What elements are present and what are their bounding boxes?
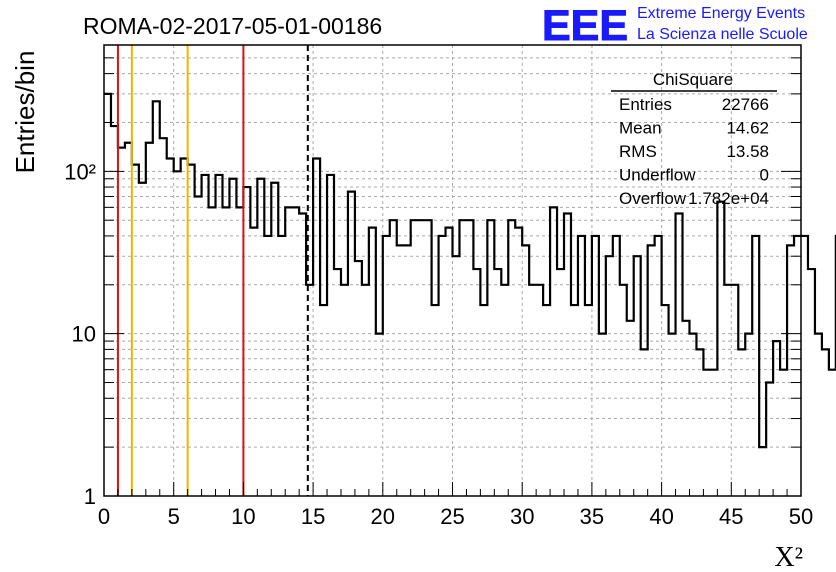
histogram-bin [341,285,348,496]
histogram-bin [829,370,836,496]
histogram-bin [250,228,257,496]
x-tick-label: 5 [168,504,180,529]
histogram-bin [759,447,766,496]
histogram-bin [216,175,223,496]
stats-row-label: Underflow [619,166,696,185]
histogram-bin [397,245,404,496]
histogram-bin [132,165,139,496]
stats-row-value: 1.782e+04 [688,189,769,208]
x-tick-label: 10 [231,504,255,529]
x-tick-label: 50 [789,504,813,529]
histogram-bin [376,334,383,496]
histogram-bin [780,370,787,496]
histogram-bin [195,196,202,496]
histogram-outline [104,92,836,449]
histogram-bin [139,183,146,496]
x-tick-label: 35 [580,504,604,529]
y-tick-label: 10² [64,159,96,184]
eee-logo: EEE Extreme Energy Events La Scienza nel… [542,2,808,51]
histogram-bin [418,220,425,496]
histogram-bin [641,349,648,496]
histogram-bin [362,285,369,496]
histogram-bin [118,148,125,496]
histogram-bin [683,321,690,496]
histogram-bin [160,138,167,496]
x-axis-label: X² [774,542,803,572]
histogram-layer [104,92,836,496]
x-tick-label: 0 [98,504,110,529]
histogram-bin [738,349,745,496]
stats-row-value: 14.62 [726,119,769,138]
histogram-bin [390,220,397,496]
histogram-bin [515,228,522,496]
stats-row-value: 0 [760,166,769,185]
histogram-bin [529,285,536,496]
histogram-bin [459,220,466,496]
stats-row-value: 22766 [722,95,769,114]
stats-rows: Entries 22766 Mean 14.62 RMS 13.58 Underflow 0 O… [619,95,769,208]
grid-layer [104,44,801,496]
histogram-bin [236,207,243,496]
x-tick-label: 15 [301,504,325,529]
histogram-bin [188,165,195,496]
y-axis-label: Entries/bin [10,51,40,174]
histogram-bin [125,143,132,496]
eee-logo-mark: EEE [542,2,628,50]
histogram-bin [689,334,696,496]
histogram-bin [696,349,703,496]
histogram-bin [355,261,362,496]
stats-row-label: RMS [619,142,657,161]
histogram-bin [222,207,229,496]
histogram-bin [167,158,174,496]
histogram-bin [599,334,606,496]
histogram-bin [146,143,153,496]
histogram-bin [801,236,808,496]
histogram-bin [202,175,209,496]
x-tick-label: 45 [719,504,743,529]
histogram-bin [703,370,710,496]
x-tick-label: 30 [510,504,534,529]
histogram-bin [404,245,411,496]
histogram-bin [181,158,188,496]
y-tick-label: 10 [72,322,96,347]
histogram-bin [264,236,271,496]
stats-row-label: Overflow [619,189,687,208]
y-tick-label: 1 [84,484,96,509]
histogram-bin [710,370,717,496]
histogram-bin [411,220,418,496]
histogram-bin [627,321,634,496]
tick-layer: 0 5 10 15 20 25 30 35 40 45 50 1 10 10² [64,44,813,529]
eee-logo-line2: La Scienza nelle Scuole [637,26,808,43]
histogram-bin [292,207,299,496]
histogram-bin [536,285,543,496]
chart-title: ROMA-02-2017-05-01-00186 [83,13,382,39]
histogram-bin [111,126,118,496]
stats-title: ChiSquare [653,70,733,89]
histogram-bin [285,207,292,496]
x-tick-label: 20 [371,504,395,529]
histogram-bin [453,256,460,496]
histogram-bin [104,94,111,496]
histogram-bin [822,349,829,496]
stats-row-label: Mean [619,119,662,138]
histogram-bin [153,101,160,496]
histogram-bin [724,285,731,496]
x-tick-label: 40 [649,504,673,529]
histogram-bin [501,285,508,496]
x-tick-label: 25 [440,504,464,529]
histogram-bin [669,334,676,496]
stats-row-label: Entries [619,95,672,114]
eee-logo-line1: Extreme Energy Events [637,5,805,22]
stats-row-value: 13.58 [726,142,769,161]
histogram-bin [745,334,752,496]
histogram-bin [794,236,801,496]
histogram-bin [815,334,822,496]
histogram-bin [209,207,216,496]
histogram-bin [446,228,453,496]
histogram-bin [229,179,236,496]
histogram-bin [278,236,285,496]
stats-box: ChiSquare Entries 22766 Mean 14.62 RMS 13.58 U… [611,70,777,208]
reference-lines-layer [116,45,309,496]
